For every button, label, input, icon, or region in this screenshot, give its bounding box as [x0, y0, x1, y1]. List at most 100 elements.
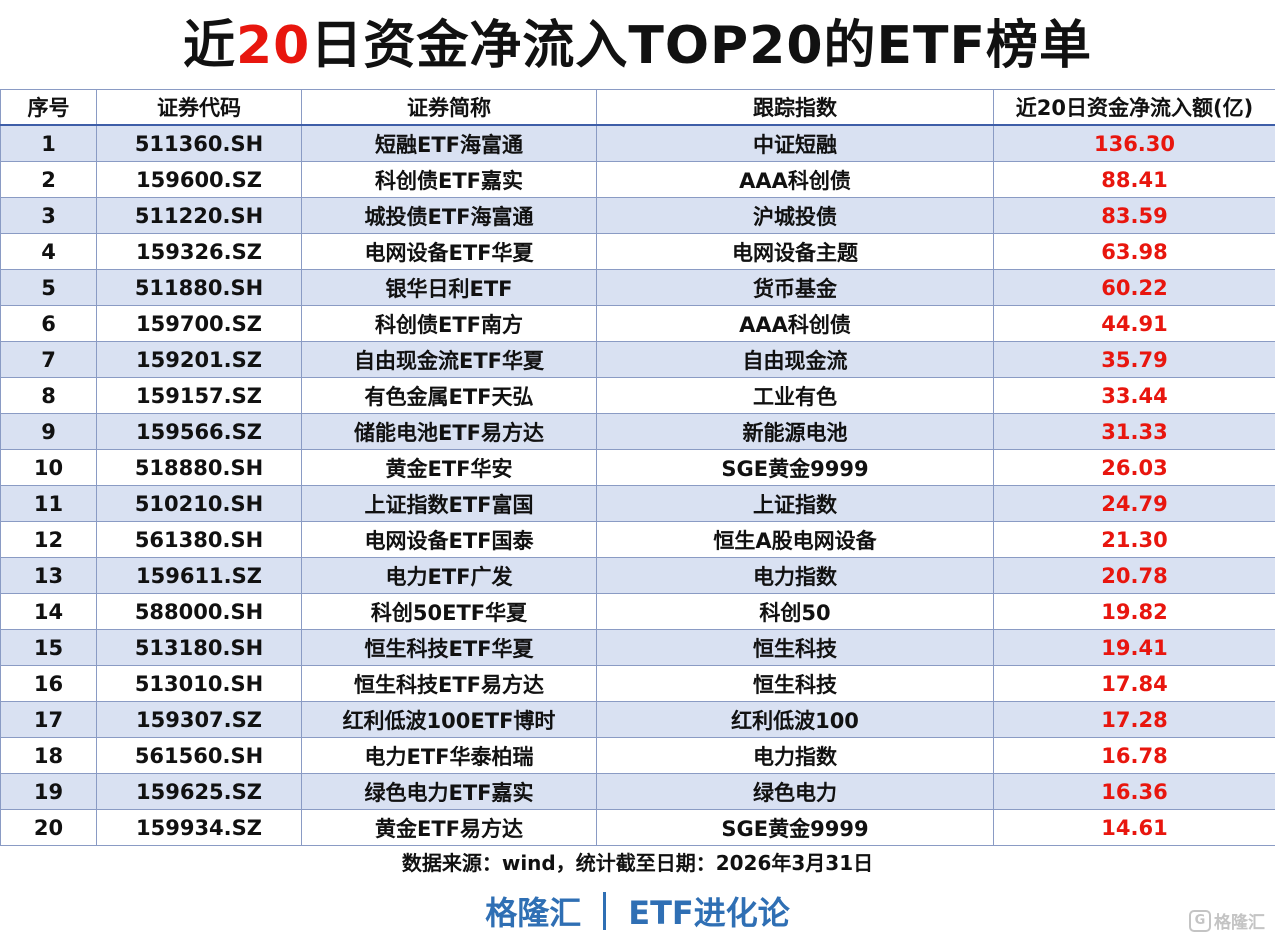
inflow-cell: 83.59 — [993, 197, 1275, 234]
rank-cell: 10 — [0, 449, 97, 486]
index-cell: 红利低波100 — [596, 701, 994, 738]
table-row: 1 511360.SH 短融ETF海富通 中证短融 136.30 — [0, 124, 1275, 162]
table-row: 9 159566.SZ 储能电池ETF易方达 新能源电池 31.33 — [0, 413, 1275, 450]
index-cell: AAA科创债 — [596, 161, 994, 198]
rank-cell: 20 — [0, 809, 97, 846]
code-cell: 511360.SH — [96, 124, 302, 162]
rank-cell: 12 — [0, 521, 97, 558]
code-cell: 159700.SZ — [96, 305, 302, 342]
name-cell: 有色金属ETF天弘 — [301, 377, 597, 414]
table-row: 13 159611.SZ 电力ETF广发 电力指数 20.78 — [0, 557, 1275, 594]
table-header-row: 序号 证券代码 证券简称 跟踪指数 近20日资金净流入额(亿) — [0, 89, 1275, 126]
table-row: 4 159326.SZ 电网设备ETF华夏 电网设备主题 63.98 — [0, 233, 1275, 270]
index-cell: 恒生科技 — [596, 665, 994, 702]
inflow-cell: 33.44 — [993, 377, 1275, 414]
inflow-cell: 63.98 — [993, 233, 1275, 270]
watermark: G 格隆汇 — [1189, 908, 1265, 933]
rank-cell: 17 — [0, 701, 97, 738]
brand-column-name: ETF进化论 — [628, 894, 790, 932]
code-cell: 159566.SZ — [96, 413, 302, 450]
name-cell: 储能电池ETF易方达 — [301, 413, 597, 450]
inflow-cell: 88.41 — [993, 161, 1275, 198]
index-cell: 自由现金流 — [596, 341, 994, 378]
title-highlight: 20 — [235, 16, 311, 76]
code-cell: 511220.SH — [96, 197, 302, 234]
code-cell: 561560.SH — [96, 737, 302, 774]
brand-footer: 格隆汇 ETF进化论 — [0, 888, 1275, 934]
index-cell: SGE黄金9999 — [596, 449, 994, 486]
table-row: 20 159934.SZ 黄金ETF易方达 SGE黄金9999 14.61 — [0, 809, 1275, 846]
code-cell: 159326.SZ — [96, 233, 302, 270]
code-cell: 518880.SH — [96, 449, 302, 486]
inflow-cell: 35.79 — [993, 341, 1275, 378]
index-cell: SGE黄金9999 — [596, 809, 994, 846]
index-cell: 恒生A股电网设备 — [596, 521, 994, 558]
code-cell: 159157.SZ — [96, 377, 302, 414]
code-cell: 159307.SZ — [96, 701, 302, 738]
name-cell: 电力ETF华泰柏瑞 — [301, 737, 597, 774]
inflow-cell: 31.33 — [993, 413, 1275, 450]
rank-cell: 13 — [0, 557, 97, 594]
inflow-cell: 19.82 — [993, 593, 1275, 630]
table-row: 2 159600.SZ 科创债ETF嘉实 AAA科创债 88.41 — [0, 161, 1275, 198]
name-cell: 科创债ETF嘉实 — [301, 161, 597, 198]
index-cell: 新能源电池 — [596, 413, 994, 450]
inflow-cell: 24.79 — [993, 485, 1275, 522]
index-cell: 电网设备主题 — [596, 233, 994, 270]
inflow-cell: 17.28 — [993, 701, 1275, 738]
index-cell: 工业有色 — [596, 377, 994, 414]
rank-cell: 11 — [0, 485, 97, 522]
watermark-logo-icon: G — [1189, 909, 1211, 932]
index-cell: 中证短融 — [596, 124, 994, 162]
name-cell: 黄金ETF易方达 — [301, 809, 597, 846]
header-index: 跟踪指数 — [596, 89, 994, 126]
index-cell: 电力指数 — [596, 557, 994, 594]
index-cell: 恒生科技 — [596, 629, 994, 666]
rank-cell: 16 — [0, 665, 97, 702]
table-row: 14 588000.SH 科创50ETF华夏 科创50 19.82 — [0, 593, 1275, 630]
name-cell: 电力ETF广发 — [301, 557, 597, 594]
index-cell: 上证指数 — [596, 485, 994, 522]
name-cell: 红利低波100ETF博时 — [301, 701, 597, 738]
brand-name: 格隆汇 — [485, 894, 582, 932]
watermark-text: 格隆汇 — [1214, 913, 1265, 933]
name-cell: 上证指数ETF富国 — [301, 485, 597, 522]
data-source-note: 数据来源：wind，统计截至日期：2026年3月31日 — [401, 851, 874, 875]
inflow-cell: 16.36 — [993, 773, 1275, 810]
table-row: 16 513010.SH 恒生科技ETF易方达 恒生科技 17.84 — [0, 665, 1275, 702]
rank-cell: 14 — [0, 593, 97, 630]
rank-cell: 6 — [0, 305, 97, 342]
rank-cell: 8 — [0, 377, 97, 414]
code-cell: 159625.SZ — [96, 773, 302, 810]
code-cell: 159611.SZ — [96, 557, 302, 594]
index-cell: AAA科创债 — [596, 305, 994, 342]
inflow-cell: 26.03 — [993, 449, 1275, 486]
table-row: 8 159157.SZ 有色金属ETF天弘 工业有色 33.44 — [0, 377, 1275, 414]
header-rank: 序号 — [0, 89, 97, 126]
inflow-cell: 136.30 — [993, 124, 1275, 162]
index-cell: 科创50 — [596, 593, 994, 630]
brand-divider — [603, 892, 607, 930]
inflow-cell: 17.84 — [993, 665, 1275, 702]
table-row: 10 518880.SH 黄金ETF华安 SGE黄金9999 26.03 — [0, 449, 1275, 486]
name-cell: 城投债ETF海富通 — [301, 197, 597, 234]
table-row: 11 510210.SH 上证指数ETF富国 上证指数 24.79 — [0, 485, 1275, 522]
code-cell: 513180.SH — [96, 629, 302, 666]
inflow-cell: 60.22 — [993, 269, 1275, 306]
inflow-cell: 44.91 — [993, 305, 1275, 342]
table-row: 5 511880.SH 银华日利ETF 货币基金 60.22 — [0, 269, 1275, 306]
code-cell: 511880.SH — [96, 269, 302, 306]
inflow-cell: 21.30 — [993, 521, 1275, 558]
table-row: 7 159201.SZ 自由现金流ETF华夏 自由现金流 35.79 — [0, 341, 1275, 378]
name-cell: 科创债ETF南方 — [301, 305, 597, 342]
rank-cell: 19 — [0, 773, 97, 810]
name-cell: 银华日利ETF — [301, 269, 597, 306]
header-inflow: 近20日资金净流入额(亿) — [993, 89, 1275, 126]
inflow-cell: 20.78 — [993, 557, 1275, 594]
table-row: 18 561560.SH 电力ETF华泰柏瑞 电力指数 16.78 — [0, 737, 1275, 774]
name-cell: 科创50ETF华夏 — [301, 593, 597, 630]
index-cell: 沪城投债 — [596, 197, 994, 234]
name-cell: 电网设备ETF国泰 — [301, 521, 597, 558]
index-cell: 电力指数 — [596, 737, 994, 774]
rank-cell: 15 — [0, 629, 97, 666]
